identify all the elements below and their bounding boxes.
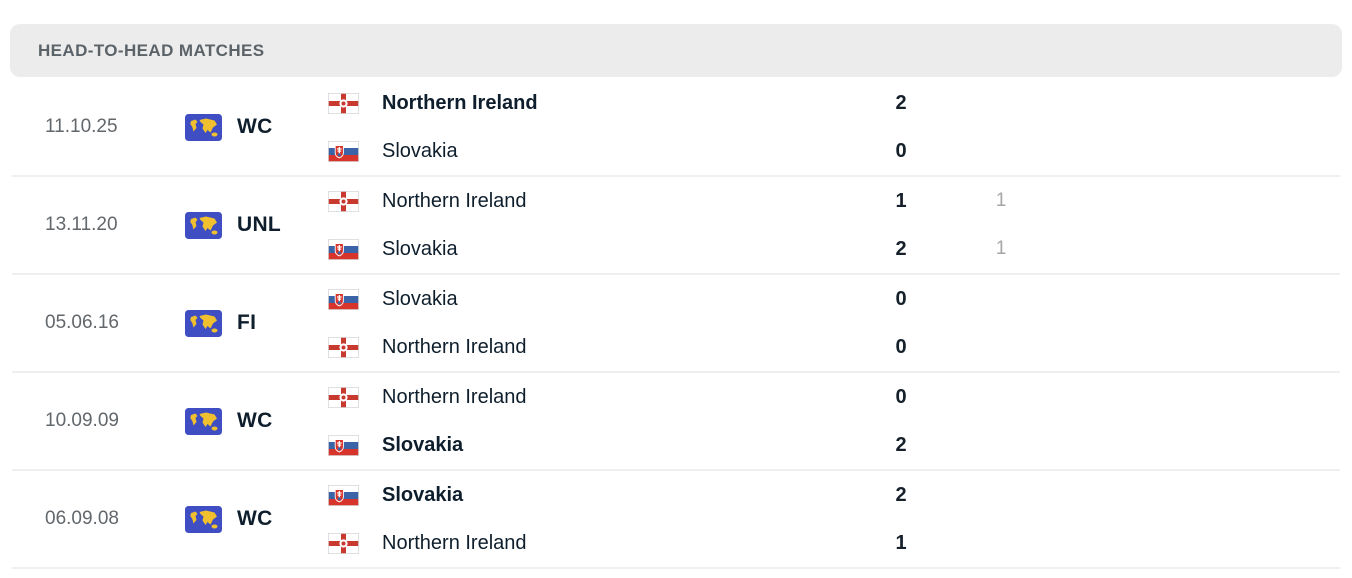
northern-ireland-flag-icon — [328, 191, 359, 212]
team-name: Northern Ireland — [382, 189, 527, 212]
team-score: 1 — [895, 189, 907, 212]
slovakia-flag-icon — [328, 485, 359, 506]
team-name: Northern Ireland — [382, 385, 527, 408]
teams: Northern Ireland 0 Slovakia 2 — [328, 373, 1340, 469]
competition: UNL — [185, 212, 328, 239]
competition-label: WC — [237, 507, 273, 530]
competition: WC — [185, 114, 328, 141]
team-score: 0 — [895, 385, 907, 408]
home-team-line: Slovakia 0 — [328, 275, 1340, 323]
team-score: 0 — [895, 287, 907, 310]
home-team-line: Northern Ireland 1 1 — [328, 177, 1340, 225]
slovakia-flag-icon — [328, 239, 359, 260]
match-row[interactable]: 05.06.16 FI Slovakia 0 Northern Ireland … — [12, 275, 1340, 373]
competition-label: FI — [237, 311, 257, 334]
home-team-line: Slovakia 2 — [328, 471, 1340, 519]
world-icon — [185, 212, 222, 239]
competition-label: UNL — [237, 213, 282, 236]
slovakia-flag-icon — [328, 435, 359, 456]
competition-label: WC — [237, 115, 273, 138]
world-icon — [185, 408, 222, 435]
northern-ireland-flag-icon — [328, 533, 359, 554]
match-list: 11.10.25 WC Northern Ireland 2 Slovakia … — [12, 79, 1340, 569]
northern-ireland-flag-icon — [328, 337, 359, 358]
halftime-score: 1 — [995, 190, 1007, 211]
section-header: HEAD-TO-HEAD MATCHES — [10, 24, 1342, 77]
team-score: 2 — [895, 433, 907, 456]
match-row[interactable]: 10.09.09 WC Northern Ireland 0 Slovakia … — [12, 373, 1340, 471]
match-date: 06.09.08 — [45, 508, 119, 529]
competition-label: WC — [237, 409, 273, 432]
team-score: 0 — [895, 139, 907, 162]
away-team-line: Northern Ireland 1 — [328, 519, 1340, 567]
team-name: Northern Ireland — [382, 91, 538, 114]
section-title: HEAD-TO-HEAD MATCHES — [38, 40, 265, 60]
teams: Northern Ireland 1 1 Slovakia 2 1 — [328, 177, 1340, 273]
competition: WC — [185, 408, 328, 435]
team-name: Northern Ireland — [382, 335, 527, 358]
slovakia-flag-icon — [328, 289, 359, 310]
teams: Slovakia 0 Northern Ireland 0 — [328, 275, 1340, 371]
match-row[interactable]: 13.11.20 UNL Northern Ireland 1 1 Slovak… — [12, 177, 1340, 275]
match-date: 13.11.20 — [45, 214, 118, 235]
halftime-score: 1 — [995, 238, 1007, 259]
team-score: 0 — [895, 335, 907, 358]
slovakia-flag-icon — [328, 141, 359, 162]
team-score: 2 — [895, 237, 907, 260]
away-team-line: Northern Ireland 0 — [328, 323, 1340, 371]
world-icon — [185, 310, 222, 337]
team-name: Slovakia — [382, 483, 464, 506]
team-score: 1 — [895, 531, 907, 554]
match-row[interactable]: 06.09.08 WC Slovakia 2 Northern Ireland … — [12, 471, 1340, 569]
teams: Slovakia 2 Northern Ireland 1 — [328, 471, 1340, 567]
team-score: 2 — [895, 91, 907, 114]
team-score: 2 — [895, 483, 907, 506]
match-date: 11.10.25 — [45, 116, 118, 137]
home-team-line: Northern Ireland 0 — [328, 373, 1340, 421]
match-row[interactable]: 11.10.25 WC Northern Ireland 2 Slovakia … — [12, 79, 1340, 177]
match-date: 05.06.16 — [45, 312, 119, 333]
team-name: Slovakia — [382, 139, 458, 162]
away-team-line: Slovakia 2 — [328, 421, 1340, 469]
home-team-line: Northern Ireland 2 — [328, 79, 1340, 127]
team-name: Northern Ireland — [382, 531, 527, 554]
team-name: Slovakia — [382, 237, 458, 260]
team-name: Slovakia — [382, 433, 464, 456]
competition: WC — [185, 506, 328, 533]
teams: Northern Ireland 2 Slovakia 0 — [328, 79, 1340, 175]
world-icon — [185, 506, 222, 533]
team-name: Slovakia — [382, 287, 458, 310]
away-team-line: Slovakia 0 — [328, 127, 1340, 175]
world-icon — [185, 114, 222, 141]
northern-ireland-flag-icon — [328, 387, 359, 408]
away-team-line: Slovakia 2 1 — [328, 225, 1340, 273]
match-date: 10.09.09 — [45, 410, 119, 431]
competition: FI — [185, 310, 328, 337]
northern-ireland-flag-icon — [328, 93, 359, 114]
